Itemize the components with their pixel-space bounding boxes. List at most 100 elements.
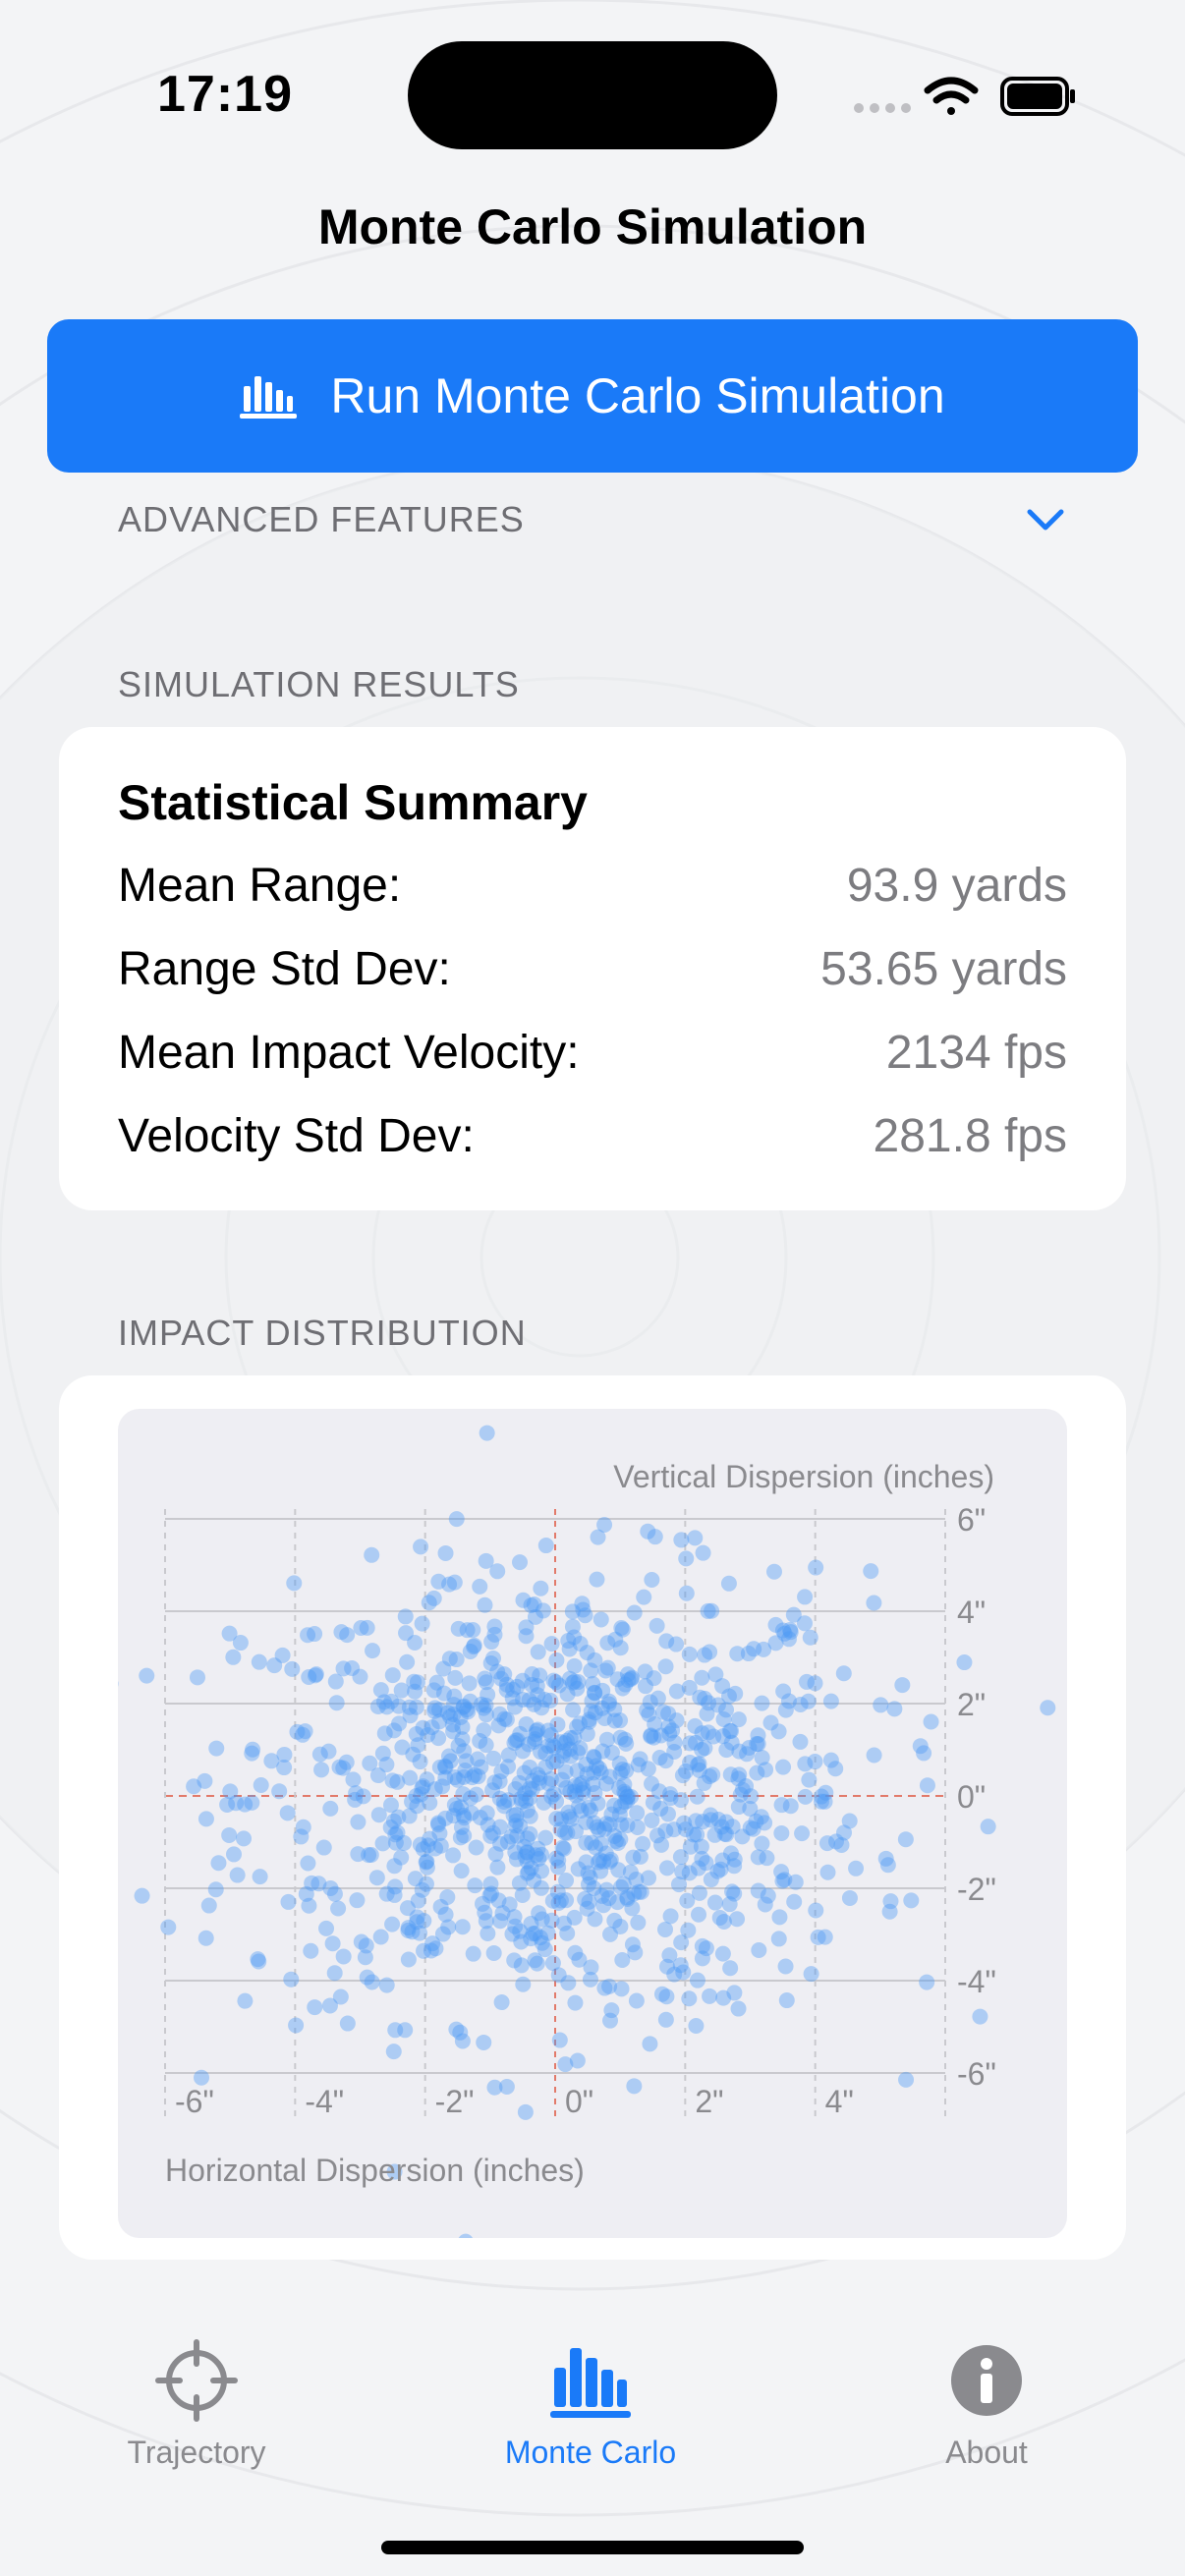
scatter-point [430,1817,447,1833]
scatter-point [567,1994,584,2011]
scatter-point [486,1774,503,1791]
scatter-point [514,1886,531,1903]
scatter-point [678,1763,695,1779]
scatter-point [263,1753,280,1769]
scatter-point [568,1787,585,1804]
scatter-point [697,1647,713,1663]
scatter-point [689,1788,705,1805]
scatter-point [649,1690,666,1707]
scatter-point [530,1840,546,1857]
scatter-point [799,1673,816,1690]
run-simulation-label: Run Monte Carlo Simulation [330,368,945,423]
scatter-point [347,1791,364,1808]
scatter-point [409,1909,425,1926]
scatter-point [681,1679,698,1696]
scatter-point [598,1816,615,1832]
scatter-point [405,1746,422,1763]
scatter-point [526,1596,542,1613]
scatter-point [591,1821,607,1838]
scatter-point [778,1992,795,2009]
scatter-point [387,2022,404,2039]
scatter-point [919,1974,935,1990]
tab-label: Trajectory [127,2435,266,2470]
y-tick-label: 2" [957,1687,986,1722]
scatter-point [903,1892,920,1909]
scatter-point [467,1766,483,1783]
scatter-point [618,1763,635,1779]
scatter-point [226,1846,243,1863]
scatter-point [439,1888,456,1905]
scatter-point [330,1900,347,1917]
run-simulation-button[interactable]: Run Monte Carlo Simulation [47,319,1138,473]
scatter-point [543,1912,560,1929]
stat-label: Mean Range: [118,860,402,912]
scatter-point [681,1865,698,1881]
home-indicator [381,2541,804,2554]
scatter-point [545,1754,562,1770]
scatter-point [681,1646,698,1662]
scatter-point [590,1795,606,1812]
scatter-point [643,1727,659,1744]
scatter-point [596,1516,613,1533]
scatter-point [326,1965,343,1982]
scatter-point [879,1857,896,1874]
scatter-point [412,1754,428,1770]
scatter-point [276,1746,293,1763]
scatter-point [619,1890,636,1907]
scatter-point [529,1678,545,1695]
scatter-point [335,1660,352,1677]
scatter-point [528,1847,544,1864]
scatter-point [749,1764,765,1781]
scatter-point [556,1735,573,1752]
scatter-point [620,1672,637,1689]
scatter-point [499,1792,516,1809]
scatter-point [437,1759,454,1775]
scatter-point [558,1779,575,1796]
scatter-point [311,1746,328,1763]
scatter-point [518,1716,535,1733]
scatter-point [295,1726,311,1743]
scatter-point [773,1864,790,1880]
scatter-point [455,1699,472,1715]
scatter-point [513,1957,530,1974]
scatter-point [279,1805,296,1821]
scatter-point [770,1723,787,1740]
scatter-point [139,1667,155,1684]
advanced-features-header[interactable]: ADVANCED FEATURES [118,499,525,539]
scatter-point [559,1824,576,1841]
scatter-point [694,1937,710,1954]
tab-monte-carlo[interactable]: Monte Carlo [453,2338,728,2471]
scatter-point [307,1626,323,1643]
scatter-point [431,1713,448,1730]
scatter-point [782,1624,799,1641]
scatter-point [617,1676,634,1693]
scatter-point [534,1934,550,1951]
scatter-point [426,1700,443,1716]
scatter-point [508,1807,525,1823]
scatter-point [455,1786,472,1803]
scatter-point [595,1897,612,1914]
scatter-point [792,1733,809,1750]
scatter-point [606,1828,623,1845]
scatter-point [819,1864,836,1880]
scatter-point [186,1778,202,1795]
scatter-point [734,1781,751,1798]
scatter-point [613,1817,630,1833]
scatter-point [706,1826,723,1843]
tab-trajectory[interactable]: Trajectory [59,2338,334,2471]
scatter-point [477,1670,493,1687]
scatter-point [912,1738,929,1755]
scatter-point [674,1864,691,1880]
scatter-point [386,1858,403,1875]
scatter-point [597,1845,614,1862]
scatter-point [587,1911,603,1928]
scatter-point [694,1725,710,1742]
scatter-point [536,1692,553,1708]
scatter-point [431,1759,448,1775]
chevron-down-icon[interactable] [1024,504,1067,537]
scatter-point [533,1930,549,1946]
scatter-point [814,1793,830,1810]
scatter-point [709,1863,726,1879]
scatter-point [617,1794,634,1811]
tab-about[interactable]: About [849,2338,1124,2471]
